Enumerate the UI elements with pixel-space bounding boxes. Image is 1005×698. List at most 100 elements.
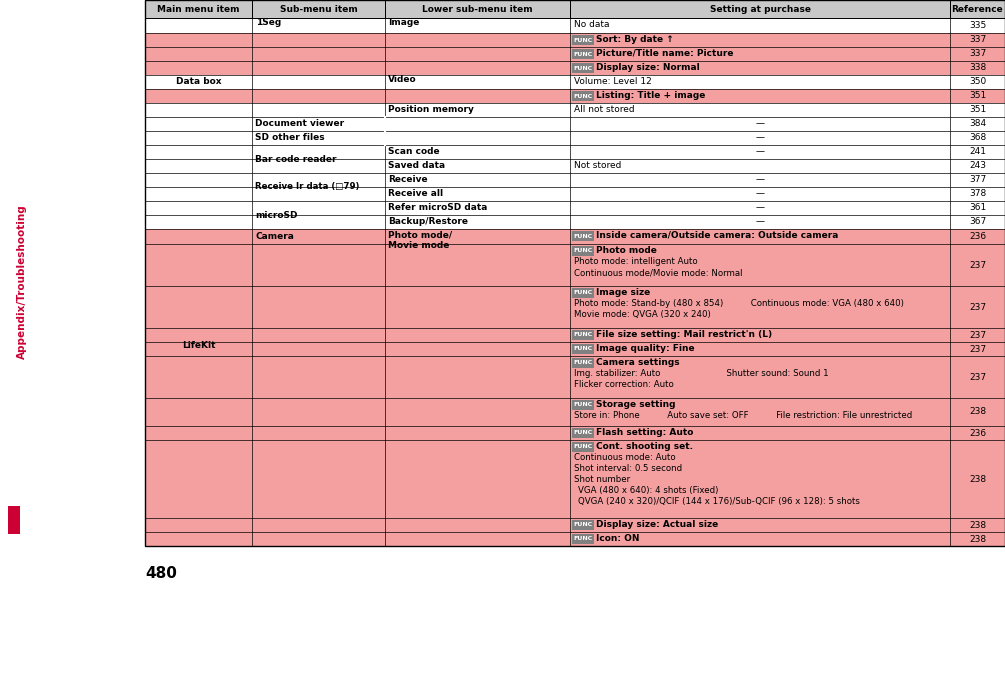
- Text: Image: Image: [388, 18, 419, 27]
- Bar: [385, 0, 570, 18]
- Bar: [385, 0, 570, 18]
- Text: 237: 237: [969, 302, 986, 311]
- Bar: [252, 0, 385, 18]
- Text: SD other files: SD other files: [255, 133, 325, 142]
- Text: Continuous mode: Auto: Continuous mode: Auto: [574, 453, 675, 462]
- Text: 238: 238: [969, 535, 986, 544]
- Bar: [145, 18, 1005, 33]
- Text: 378: 378: [969, 189, 986, 198]
- Bar: [145, 532, 1005, 546]
- Text: Store in: Phone          Auto save set: OFF          File restriction: File unre: Store in: Phone Auto save set: OFF File …: [574, 411, 913, 420]
- Bar: [145, 145, 1005, 159]
- Text: Inside camera/Outside camera: Outside camera: Inside camera/Outside camera: Outside ca…: [596, 231, 838, 240]
- Text: FUNC: FUNC: [574, 66, 593, 70]
- Bar: [572, 288, 594, 298]
- Bar: [145, 0, 252, 18]
- Text: 350: 350: [969, 77, 986, 87]
- Text: 361: 361: [969, 204, 986, 212]
- Bar: [145, 426, 1005, 440]
- Text: Not stored: Not stored: [574, 161, 621, 170]
- Text: File size setting: Mail restrict'n (L): File size setting: Mail restrict'n (L): [596, 330, 772, 339]
- Text: Refer microSD data: Refer microSD data: [388, 204, 487, 212]
- Text: Shot number: Shot number: [574, 475, 630, 484]
- Text: QVGA (240 x 320)/QCIF (144 x 176)/Sub-QCIF (96 x 128): 5 shots: QVGA (240 x 320)/QCIF (144 x 176)/Sub-QC…: [578, 497, 860, 506]
- Text: FUNC: FUNC: [574, 346, 593, 352]
- Text: FUNC: FUNC: [574, 332, 593, 338]
- Bar: [145, 47, 1005, 61]
- Text: 384: 384: [969, 119, 986, 128]
- Text: Display size: Actual size: Display size: Actual size: [596, 520, 719, 529]
- Text: Position memory: Position memory: [388, 105, 474, 114]
- Text: Backup/Restore: Backup/Restore: [388, 218, 468, 226]
- Text: Shot interval: 0.5 second: Shot interval: 0.5 second: [574, 464, 682, 473]
- Text: 480: 480: [145, 567, 177, 581]
- Text: 238: 238: [969, 475, 986, 484]
- Text: Sub-menu item: Sub-menu item: [279, 4, 358, 13]
- Text: Photo mode: Stand-by (480 x 854)          Continuous mode: VGA (480 x 640): Photo mode: Stand-by (480 x 854) Continu…: [574, 299, 903, 308]
- Text: Setting at purchase: Setting at purchase: [710, 4, 810, 13]
- Bar: [145, 356, 1005, 398]
- Text: FUNC: FUNC: [574, 537, 593, 542]
- Text: FUNC: FUNC: [574, 38, 593, 43]
- Bar: [572, 442, 594, 452]
- Bar: [572, 63, 594, 73]
- Bar: [572, 358, 594, 368]
- Text: Main menu item: Main menu item: [157, 4, 240, 13]
- Text: FUNC: FUNC: [574, 431, 593, 436]
- Text: Movie mode: QVGA (320 x 240): Movie mode: QVGA (320 x 240): [574, 310, 711, 319]
- Text: Receive Ir data (□79): Receive Ir data (□79): [255, 182, 360, 191]
- Text: —: —: [756, 218, 765, 226]
- Text: Scan code: Scan code: [388, 147, 439, 156]
- Bar: [570, 0, 950, 18]
- Text: Picture/Title name: Picture: Picture/Title name: Picture: [596, 49, 734, 58]
- Text: Reference: Reference: [952, 4, 1003, 13]
- Text: Flash setting: Auto: Flash setting: Auto: [596, 428, 693, 437]
- Bar: [145, 159, 1005, 173]
- Text: Photo mode/
Movie mode: Photo mode/ Movie mode: [388, 231, 452, 251]
- Text: 237: 237: [969, 373, 986, 382]
- Bar: [572, 246, 594, 256]
- Text: 377: 377: [969, 175, 986, 184]
- Text: microSD: microSD: [255, 211, 297, 219]
- Text: 237: 237: [969, 330, 986, 339]
- Text: FUNC: FUNC: [574, 234, 593, 239]
- Bar: [145, 0, 1005, 546]
- Text: Storage setting: Storage setting: [596, 400, 675, 409]
- Bar: [572, 520, 594, 530]
- Bar: [145, 201, 1005, 215]
- Text: FUNC: FUNC: [574, 94, 593, 98]
- Bar: [145, 33, 1005, 47]
- Text: 1Seg: 1Seg: [256, 18, 281, 27]
- Text: 237: 237: [969, 260, 986, 269]
- Bar: [145, 398, 1005, 426]
- Text: Image size: Image size: [596, 288, 650, 297]
- Text: FUNC: FUNC: [574, 403, 593, 408]
- Text: 236: 236: [969, 232, 986, 241]
- Text: FUNC: FUNC: [574, 445, 593, 450]
- Bar: [145, 103, 1005, 117]
- Text: Img. stabilizer: Auto                        Shutter sound: Sound 1: Img. stabilizer: Auto Shutter sound: Sou…: [574, 369, 829, 378]
- Bar: [572, 49, 594, 59]
- Bar: [145, 117, 1005, 131]
- Text: 236: 236: [969, 429, 986, 438]
- Text: VGA (480 x 640): 4 shots (Fixed): VGA (480 x 640): 4 shots (Fixed): [578, 486, 719, 495]
- Text: —: —: [756, 189, 765, 198]
- Text: —: —: [756, 204, 765, 212]
- Text: —: —: [756, 147, 765, 156]
- Text: FUNC: FUNC: [574, 523, 593, 528]
- Text: Continuous mode/Movie mode: Normal: Continuous mode/Movie mode: Normal: [574, 268, 743, 277]
- Bar: [145, 89, 1005, 103]
- Bar: [572, 231, 594, 241]
- Bar: [145, 173, 1005, 187]
- Text: Saved data: Saved data: [388, 161, 445, 170]
- Text: Receive: Receive: [388, 175, 427, 184]
- Bar: [570, 0, 950, 18]
- Text: Image quality: Fine: Image quality: Fine: [596, 344, 694, 353]
- Text: 351: 351: [969, 91, 986, 101]
- Bar: [572, 428, 594, 438]
- Bar: [145, 215, 1005, 229]
- Bar: [145, 328, 1005, 342]
- Bar: [572, 330, 594, 340]
- Bar: [145, 187, 1005, 201]
- Text: Photo mode: Photo mode: [596, 246, 657, 255]
